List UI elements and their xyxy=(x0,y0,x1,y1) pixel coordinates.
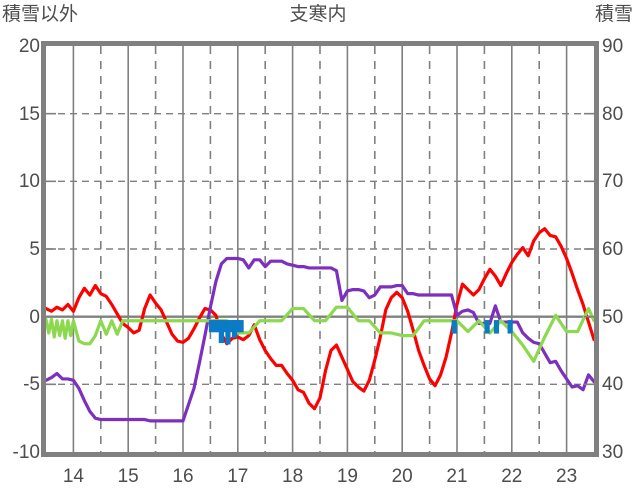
x-axis-tick-label: 16 xyxy=(172,466,194,487)
y-axis-right-tick-label: 60 xyxy=(602,239,624,260)
y-axis-right-tick-label: 40 xyxy=(602,374,624,396)
precipitation-bar xyxy=(451,320,457,334)
precipitation-bar xyxy=(238,320,244,333)
y-axis-right-tick-label: 90 xyxy=(602,36,624,57)
x-axis-tick-label: 22 xyxy=(501,466,523,487)
precipitation-bar xyxy=(235,320,241,333)
precipitation-bar xyxy=(225,320,231,345)
precipitation-bar xyxy=(218,320,224,344)
left-axis-unit-label: 積雪以外 xyxy=(2,4,79,25)
precipitation-bar xyxy=(212,320,218,333)
bars-layer xyxy=(208,320,513,345)
y-axis-left-tick-label: 15 xyxy=(18,103,40,125)
axis-frame xyxy=(41,41,599,457)
y-axis-right-tick-label: 50 xyxy=(602,306,624,328)
y-axis-left-tick-label: 0 xyxy=(29,306,40,328)
x-axis-tick-label: 21 xyxy=(446,466,468,487)
x-axis-tick-label: 19 xyxy=(336,466,358,487)
x-axis-tick-label: 18 xyxy=(282,466,304,487)
y-axis-right-tick-label: 80 xyxy=(602,103,624,125)
precipitation-bar xyxy=(222,320,228,333)
x-axis-tick-label: 15 xyxy=(117,466,139,487)
y-axis-left-tick-label: 20 xyxy=(18,36,40,57)
y-axis-right-tick-label: 30 xyxy=(602,442,624,463)
chart-title: 支寒内 xyxy=(289,4,347,25)
axis-ticks xyxy=(46,112,594,386)
precipitation-bar xyxy=(215,320,221,333)
y-axis-right-tick-label: 70 xyxy=(602,171,624,193)
y-axis-left-tick-label: -5 xyxy=(23,374,40,396)
precipitation-bar xyxy=(208,320,215,333)
precipitation-bar xyxy=(484,320,490,334)
series-line-red-series xyxy=(44,227,596,411)
x-axis-tick-label: 23 xyxy=(556,466,578,487)
precipitation-bar xyxy=(231,320,238,338)
plot-frame xyxy=(41,41,599,457)
grid-layer xyxy=(46,46,594,452)
y-axis-left-tick-label: 5 xyxy=(29,239,40,260)
precipitation-bar xyxy=(228,320,234,333)
y-axis-left-tick-label: -10 xyxy=(12,442,40,463)
right-axis-unit-label: 積雪 xyxy=(594,4,633,25)
precipitation-bar xyxy=(493,320,500,334)
y-axis-left-tick-label: 10 xyxy=(18,171,40,193)
x-axis-tick-label: 17 xyxy=(227,466,249,487)
precipitation-bar xyxy=(507,320,513,334)
x-axis-tick-label: 14 xyxy=(62,466,84,487)
x-axis-tick-label: 20 xyxy=(391,466,413,487)
